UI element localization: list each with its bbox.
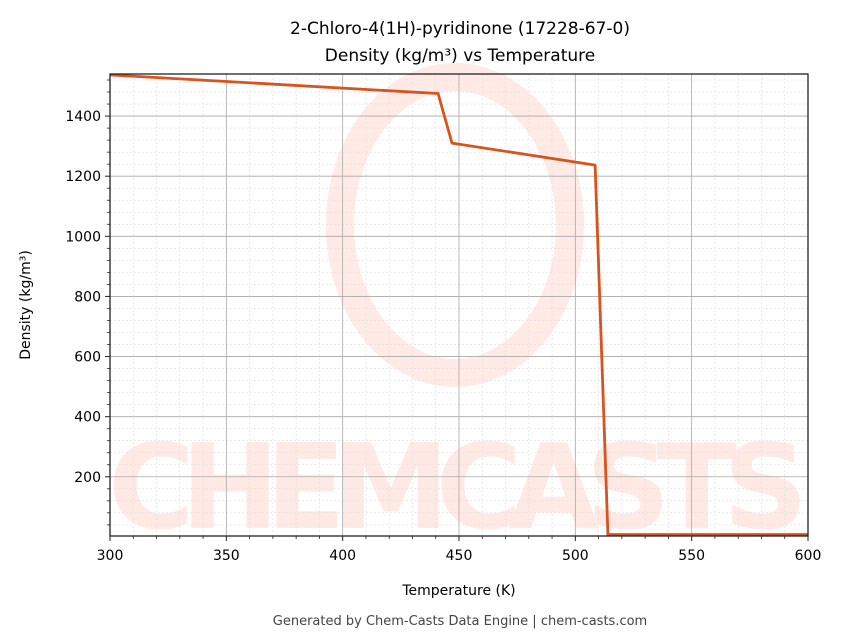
plot-frame: [109, 73, 809, 537]
watermark: CHEMCASTS: [108, 63, 808, 556]
y-axis-label: Density (kg/m³): [18, 250, 34, 360]
x-tick-label: 400: [329, 548, 356, 564]
x-tick-label: 450: [446, 548, 473, 564]
y-tick-label: 800: [74, 289, 101, 305]
footer-text: Generated by Chem-Casts Data Engine | ch…: [273, 614, 647, 629]
x-tick-label: 500: [562, 548, 589, 564]
x-tick-label: 550: [678, 548, 705, 564]
grid: [109, 74, 809, 536]
x-tick-label: 300: [97, 548, 124, 564]
chart-title: 2-Chloro-4(1H)-pyridinone (17228-67-0): [290, 19, 630, 39]
y-tick-label: 1400: [65, 109, 101, 125]
y-tick-label: 1000: [65, 229, 101, 245]
watermark-logo: [326, 63, 584, 387]
y-tick-label: 400: [74, 410, 101, 426]
y-tick-label: 200: [74, 470, 101, 486]
y-tick-label: 1200: [65, 169, 101, 185]
series-lines: [109, 73, 808, 536]
y-tick-label: 600: [74, 350, 101, 366]
x-axis-label: Temperature (K): [401, 583, 515, 599]
series-line: [109, 73, 808, 536]
chart-subtitle: Density (kg/m³) vs Temperature: [325, 46, 595, 66]
x-tick-label: 350: [213, 548, 240, 564]
x-tick-label: 600: [795, 548, 822, 564]
